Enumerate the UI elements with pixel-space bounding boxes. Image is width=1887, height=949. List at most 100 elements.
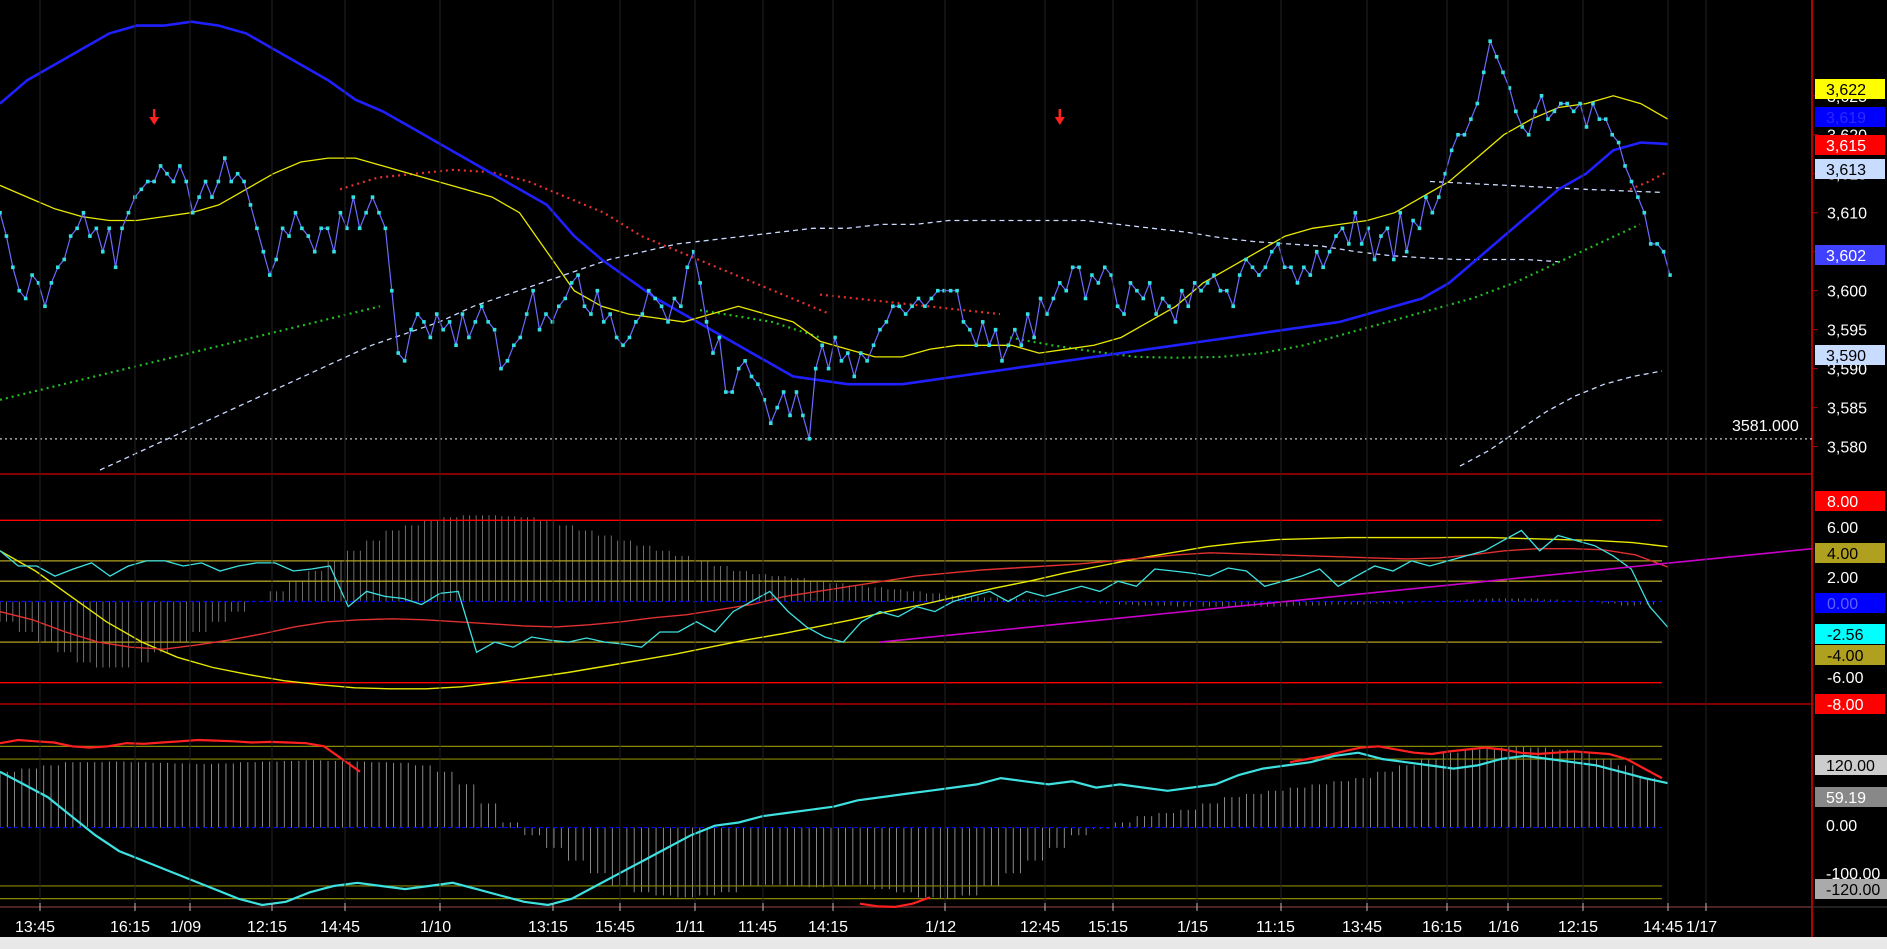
- close-marker: [820, 343, 824, 348]
- close-marker: [1218, 288, 1223, 293]
- close-marker: [197, 195, 201, 199]
- close-marker: [948, 288, 953, 293]
- close-marker: [235, 171, 240, 176]
- close-marker: [1212, 273, 1216, 277]
- close-marker: [833, 335, 837, 340]
- close-marker: [1571, 109, 1576, 114]
- close-marker: [1231, 304, 1236, 309]
- price-y-tick: 3,590: [1827, 362, 1867, 379]
- reference-line-label: 3581.000: [1732, 418, 1799, 435]
- close-marker: [1385, 226, 1390, 231]
- close-marker: [1269, 249, 1274, 254]
- tag-background: [1815, 787, 1887, 807]
- close-marker: [1501, 70, 1505, 75]
- close-marker: [1533, 109, 1537, 114]
- close-marker: [1584, 125, 1589, 129]
- tag-text: 8.00: [1827, 494, 1858, 511]
- close-marker: [62, 257, 67, 262]
- close-marker: [357, 226, 362, 231]
- close-marker: [846, 351, 850, 355]
- close-marker: [1507, 86, 1512, 90]
- time-tick-label: 16:15: [110, 919, 150, 936]
- close-marker: [730, 390, 735, 394]
- close-marker: [1321, 265, 1325, 270]
- close-marker: [640, 312, 645, 316]
- close-marker: [1636, 195, 1640, 199]
- time-tick-label: 12:45: [1020, 919, 1060, 936]
- close-marker: [813, 366, 818, 371]
- close-marker: [364, 210, 368, 215]
- time-tick-label: 13:15: [528, 919, 568, 936]
- close-marker: [743, 359, 747, 363]
- tag-background: [1815, 567, 1885, 587]
- close-marker: [1520, 125, 1525, 129]
- close-marker: [1411, 218, 1415, 223]
- tag-text: -8.00: [1827, 697, 1864, 714]
- close-marker: [756, 382, 760, 387]
- macd-axis-tag: 0.00: [1815, 593, 1885, 613]
- close-marker: [961, 320, 966, 324]
- close-marker: [884, 320, 889, 324]
- support-dots-right: [1009, 223, 1641, 359]
- tag-text: 0.00: [1827, 596, 1858, 613]
- close-marker: [1559, 101, 1563, 106]
- tag-background: [1815, 107, 1885, 127]
- close-marker: [210, 195, 214, 199]
- close-marker: [801, 413, 805, 418]
- price-last-value-tag: 3,590: [1815, 345, 1885, 365]
- close-marker: [512, 343, 516, 348]
- price-y-tick: 3,585: [1827, 401, 1867, 418]
- close-marker: [88, 234, 92, 238]
- close-marker: [1154, 312, 1158, 316]
- cci-histogram: [0, 746, 1656, 899]
- cci-line: [0, 751, 1669, 907]
- close-marker: [865, 359, 869, 363]
- close-marker: [1147, 281, 1152, 285]
- close-marker: [492, 327, 497, 332]
- bottom-scroll-strip[interactable]: [0, 937, 1887, 949]
- close-marker: [1308, 273, 1313, 277]
- close-marker: [216, 179, 221, 184]
- close-marker: [1160, 296, 1165, 301]
- macd-axis-tag: -4.00: [1815, 645, 1885, 665]
- time-tick-label: 1/16: [1488, 919, 1519, 936]
- tag-text: 120.00: [1826, 758, 1875, 775]
- close-marker: [1070, 265, 1075, 270]
- time-tick-label: 14:15: [808, 919, 848, 936]
- bollinger-band-lower: [1459, 370, 1663, 467]
- close-marker: [43, 304, 47, 309]
- close-marker: [1013, 327, 1017, 332]
- close-marker: [505, 359, 510, 363]
- tag-text: -4.00: [1827, 648, 1864, 665]
- close-marker: [454, 343, 458, 348]
- close-marker: [1661, 249, 1666, 254]
- close-marker: [1668, 273, 1672, 277]
- time-tick-label: 1/15: [1177, 919, 1208, 936]
- close-marker: [1353, 210, 1358, 215]
- close-marker: [1051, 296, 1056, 301]
- close-marker: [306, 234, 311, 238]
- close-marker: [974, 343, 979, 348]
- close-marker: [691, 249, 696, 254]
- close-marker: [203, 179, 208, 184]
- tag-background: [1815, 135, 1885, 155]
- close-marker: [409, 327, 413, 332]
- close-marker: [1263, 265, 1268, 270]
- close-marker: [1141, 296, 1146, 301]
- time-tick-label: 14:45: [1643, 919, 1683, 936]
- close-marker: [878, 327, 882, 332]
- tag-background: [1815, 593, 1885, 613]
- close-marker: [1006, 343, 1011, 348]
- close-marker: [1295, 281, 1300, 285]
- macd-trendline: [879, 547, 1813, 643]
- close-marker: [1025, 312, 1030, 316]
- close-marker: [434, 312, 439, 316]
- close-marker: [781, 390, 786, 394]
- price-y-tick: 3,595: [1827, 323, 1867, 340]
- tag-text: 3,622: [1826, 82, 1866, 99]
- close-marker: [1257, 273, 1261, 277]
- close-marker: [1282, 265, 1287, 270]
- macd-axis-tag: 6.00: [1815, 517, 1885, 537]
